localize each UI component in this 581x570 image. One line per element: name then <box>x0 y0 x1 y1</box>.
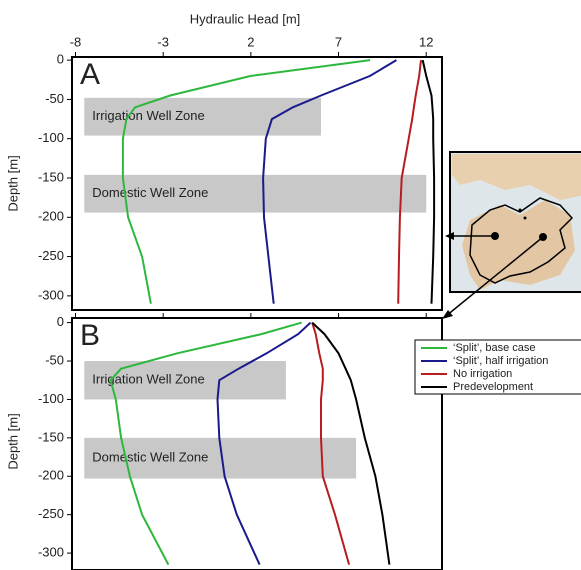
y-tick-label: 0 <box>57 52 64 67</box>
x-tick-label: 2 <box>247 34 254 49</box>
legend-label: No irrigation <box>453 368 512 380</box>
y-tick-label: -50 <box>45 352 64 367</box>
legend-label: ‘Split’, half irrigation <box>453 355 548 367</box>
y-tick-label: 0 <box>57 314 64 329</box>
x-tick-label: 7 <box>335 34 342 49</box>
x-tick-label: -8 <box>70 34 82 49</box>
zone-label: Domestic Well Zone <box>92 185 208 200</box>
x-axis-title: Hydraulic Head [m] <box>190 11 301 26</box>
y-tick-label: -300 <box>38 545 64 560</box>
y-tick-label: -100 <box>38 130 64 145</box>
y-axis-title: Depth [m] <box>5 155 20 211</box>
y-axis-title: Depth [m] <box>5 413 20 469</box>
x-tick-label: -3 <box>157 34 169 49</box>
y-tick-label: -200 <box>38 209 64 224</box>
panel-label: A <box>80 58 100 91</box>
inset-map <box>442 152 581 319</box>
zone-label: Irrigation Well Zone <box>92 372 204 387</box>
zone-label: Domestic Well Zone <box>92 450 208 465</box>
y-tick-label: -300 <box>38 287 64 302</box>
zone-label: Irrigation Well Zone <box>92 108 204 123</box>
x-tick-label: 12 <box>419 34 433 49</box>
panel-label: B <box>80 319 100 352</box>
y-tick-label: -150 <box>38 429 64 444</box>
legend-label: Predevelopment <box>453 381 533 393</box>
y-tick-label: -100 <box>38 391 64 406</box>
page: {"chart_data": [ {"type": "line", "panel… <box>0 0 581 570</box>
y-tick-label: -50 <box>45 91 64 106</box>
chart: Irrigation Well ZoneDomestic Well Zone0-… <box>0 0 581 570</box>
legend-label: ‘Split’, base case <box>453 342 536 354</box>
y-tick-label: -200 <box>38 468 64 483</box>
y-tick-label: -250 <box>38 248 64 263</box>
y-tick-label: -150 <box>38 169 64 184</box>
y-tick-label: -250 <box>38 506 64 521</box>
